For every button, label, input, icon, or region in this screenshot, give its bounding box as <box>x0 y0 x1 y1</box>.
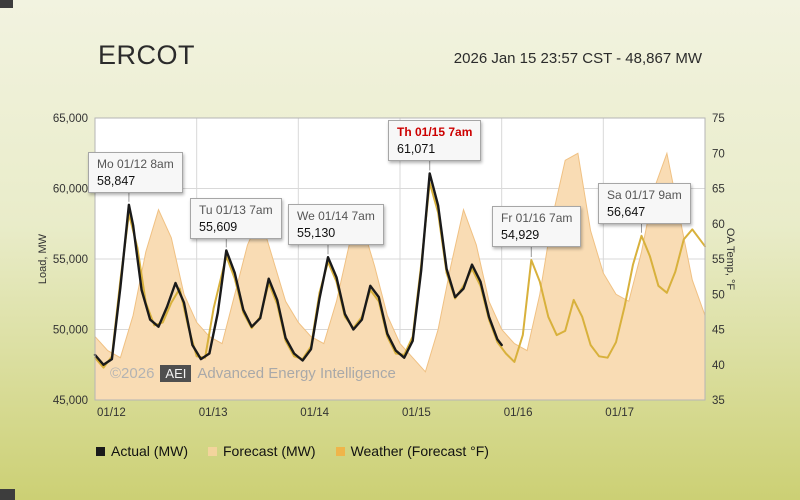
peak-callout-th-0115: Th 01/15 7am 61,071 <box>388 120 482 161</box>
watermark-copyright: ©2026 <box>110 365 155 382</box>
legend-item-actual[interactable]: Actual (MW) <box>96 443 188 459</box>
callout-peak-value: 61,071 <box>397 142 436 156</box>
svg-text:45: 45 <box>712 325 725 337</box>
forecast-series-swatch <box>208 446 217 456</box>
y-axis-title-load: Load, MW <box>37 233 49 285</box>
actual-series-swatch <box>96 446 105 456</box>
svg-text:55,000: 55,000 <box>53 254 88 266</box>
watermark: ©2026 AEI Advanced Energy Intelligence <box>110 365 396 382</box>
y-axis-title-temp: OA Temp, °F <box>724 227 736 291</box>
svg-text:01/17: 01/17 <box>605 407 634 419</box>
svg-text:01/16: 01/16 <box>504 407 533 419</box>
datetime-load-readout: 2026 Jan 15 23:57 CST - 48,867 MW <box>453 50 702 67</box>
legend-item-weather[interactable]: Weather (Forecast °F) <box>335 443 489 459</box>
callout-leader-lines <box>128 160 642 257</box>
callout-day-label: Sa 01/17 9am <box>607 188 682 202</box>
legend-label-forecast: Forecast (MW) <box>223 443 316 459</box>
legend-item-forecast[interactable]: Forecast (MW) <box>208 443 316 459</box>
svg-text:50: 50 <box>712 289 725 301</box>
plot-border <box>94 117 706 401</box>
page-title: ERCOT <box>98 40 195 70</box>
window-corner-artifact-top <box>0 0 13 8</box>
peak-callout-mo-0112: Mo 01/12 8am 58,847 <box>88 152 183 193</box>
callout-peak-value: 54,929 <box>501 228 540 242</box>
callout-day-label: Mo 01/12 8am <box>97 157 174 171</box>
svg-text:60: 60 <box>712 219 725 231</box>
svg-text:75: 75 <box>712 113 725 125</box>
axis-tick-labels: 45,000 50,000 55,000 60,000 65,000 35 40 45 50 55… <box>53 113 725 419</box>
svg-text:55: 55 <box>712 254 725 266</box>
aei-logo-badge: AEI <box>160 365 192 382</box>
svg-text:35: 35 <box>712 395 725 407</box>
peak-callout-fr-0116: Fr 01/16 7am 54,929 <box>492 206 582 247</box>
svg-text:50,000: 50,000 <box>53 325 88 337</box>
peak-callout-tu-0113: Tu 01/13 7am 55,609 <box>190 198 282 239</box>
svg-text:70: 70 <box>712 148 725 160</box>
svg-text:01/12: 01/12 <box>97 407 126 419</box>
callout-day-label: We 01/14 7am <box>297 209 375 223</box>
callout-peak-value: 55,130 <box>297 226 336 240</box>
svg-text:65: 65 <box>712 184 725 196</box>
legend-label-weather: Weather (Forecast °F) <box>350 443 489 459</box>
svg-text:01/13: 01/13 <box>199 407 228 419</box>
window-corner-artifact-bottom <box>0 489 15 500</box>
series-line <box>93 172 503 366</box>
svg-text:60,000: 60,000 <box>53 184 88 196</box>
callout-day-label: Tu 01/13 7am <box>199 203 273 217</box>
weather-series-swatch <box>335 446 345 456</box>
svg-text:65,000: 65,000 <box>53 113 88 125</box>
peak-callout-sa-0117: Sa 01/17 9am 56,647 <box>598 183 691 224</box>
legend-label-actual: Actual (MW) <box>111 443 188 459</box>
callout-peak-value: 56,647 <box>607 205 646 219</box>
callout-peak-value: 55,609 <box>199 220 238 234</box>
svg-text:01/14: 01/14 <box>300 407 329 419</box>
peak-callout-we-0114: We 01/14 7am 55,130 <box>288 204 384 245</box>
callout-day-label: Fr 01/16 7am <box>501 211 573 225</box>
series-line <box>94 181 706 369</box>
watermark-company-name: Advanced Energy Intelligence <box>197 365 396 382</box>
chart-legend: Actual (MW) Forecast (MW) Weather (Forec… <box>96 443 489 459</box>
callout-peak-value: 58,847 <box>97 174 136 188</box>
callout-day-label: Th 01/15 7am <box>397 125 473 139</box>
svg-text:45,000: 45,000 <box>53 395 88 407</box>
svg-text:01/15: 01/15 <box>402 407 431 419</box>
svg-text:40: 40 <box>712 360 725 372</box>
